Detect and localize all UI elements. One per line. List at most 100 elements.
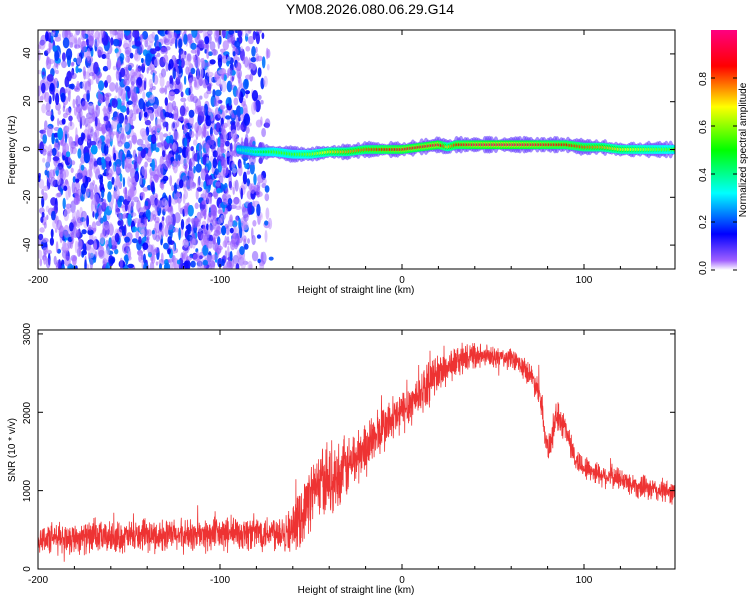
noise-speckle (247, 238, 250, 244)
noise-speckle (55, 138, 59, 143)
spectrogram-ticks (37, 30, 675, 269)
noise-speckle (243, 113, 251, 126)
noise-speckle (147, 244, 154, 255)
noise-speckle (114, 248, 119, 255)
noise-speckle (74, 87, 80, 93)
noise-speckle (112, 65, 117, 71)
noise-speckle (228, 131, 232, 140)
noise-speckle (172, 131, 180, 141)
noise-speckle (248, 264, 253, 269)
noise-speckle (264, 230, 268, 243)
noise-speckle (168, 59, 174, 69)
noise-speckle (102, 198, 107, 210)
noise-speckle (124, 236, 130, 243)
noise-speckle (227, 245, 230, 257)
noise-speckle (55, 69, 59, 75)
noise-speckle (136, 77, 143, 86)
noise-speckle (38, 40, 46, 50)
noise-speckle (42, 192, 48, 201)
noise-speckle (61, 264, 65, 269)
noise-speckle (55, 241, 59, 253)
noise-speckle (251, 227, 254, 239)
noise-speckle (159, 30, 166, 37)
noise-speckle (197, 30, 203, 34)
noise-speckle (117, 57, 121, 69)
noise-speckle (130, 81, 135, 87)
noise-speckle (121, 230, 126, 237)
noise-speckle (69, 222, 74, 232)
noise-speckle (116, 111, 120, 125)
noise-speckle (104, 80, 108, 88)
noise-speckle (75, 127, 78, 140)
noise-speckle (180, 91, 184, 98)
noise-speckle (245, 133, 249, 145)
noise-speckle (164, 97, 168, 106)
noise-speckle (52, 156, 60, 162)
noise-speckle (91, 108, 95, 115)
noise-speckle (196, 66, 200, 78)
noise-speckle (231, 167, 238, 174)
noise-speckle (126, 100, 133, 105)
noise-speckle (156, 52, 161, 58)
noise-speckle (180, 97, 187, 103)
noise-speckle (142, 91, 146, 100)
noise-speckle (125, 194, 133, 202)
noise-speckle (62, 197, 66, 210)
noise-speckle (62, 154, 66, 161)
noise-speckle (183, 260, 189, 269)
noise-speckle (126, 107, 130, 116)
noise-speckle (117, 89, 121, 100)
snr-frame (37, 329, 676, 570)
snr-y-axis-label: SNR (10 * v/v) (7, 418, 18, 482)
noise-speckle (245, 90, 250, 95)
noise-speckle (202, 227, 207, 234)
noise-speckle (157, 229, 164, 240)
noise-speckle (51, 147, 57, 157)
noise-speckle (220, 105, 225, 111)
noise-speckle (57, 33, 62, 39)
noise-speckle (98, 80, 105, 91)
noise-speckle (90, 30, 95, 35)
noise-speckle (99, 233, 105, 245)
noise-speckle (193, 139, 198, 146)
noise-speckle (65, 247, 70, 252)
noise-speckle (38, 85, 41, 97)
noise-speckle (230, 74, 233, 86)
noise-speckle (174, 57, 178, 70)
noise-speckle (168, 194, 172, 207)
noise-speckle (252, 30, 257, 41)
noise-speckle (74, 181, 80, 192)
noise-speckle (174, 37, 178, 49)
noise-speckle (148, 33, 155, 44)
noise-speckle (148, 124, 152, 133)
noise-speckle (196, 225, 203, 232)
noise-speckle (55, 227, 58, 233)
noise-speckle (106, 106, 113, 115)
noise-speckle (235, 263, 240, 269)
noise-speckle (222, 40, 229, 51)
noise-speckle (106, 74, 112, 84)
noise-speckle (95, 220, 102, 226)
noise-speckle (169, 75, 174, 84)
noise-speckle (42, 133, 47, 144)
noise-speckle (215, 247, 222, 254)
noise-speckle (243, 214, 249, 222)
noise-speckle (127, 263, 134, 269)
noise-speckle (180, 50, 186, 60)
noise-speckle (77, 148, 82, 159)
noise-speckle (127, 55, 130, 64)
noise-speckle (50, 176, 56, 187)
noise-speckle (171, 121, 178, 132)
noise-speckle (77, 238, 83, 250)
noise-speckle (225, 187, 229, 195)
noise-speckle (84, 80, 92, 94)
noise-speckle (264, 118, 271, 129)
spectrogram-y-tick-label: -20 (22, 189, 33, 204)
noise-speckle (229, 148, 234, 159)
noise-speckle (149, 94, 156, 104)
noise-speckle (70, 231, 74, 240)
noise-speckle (152, 85, 156, 91)
noise-speckle (94, 30, 101, 40)
noise-speckle (162, 175, 169, 182)
